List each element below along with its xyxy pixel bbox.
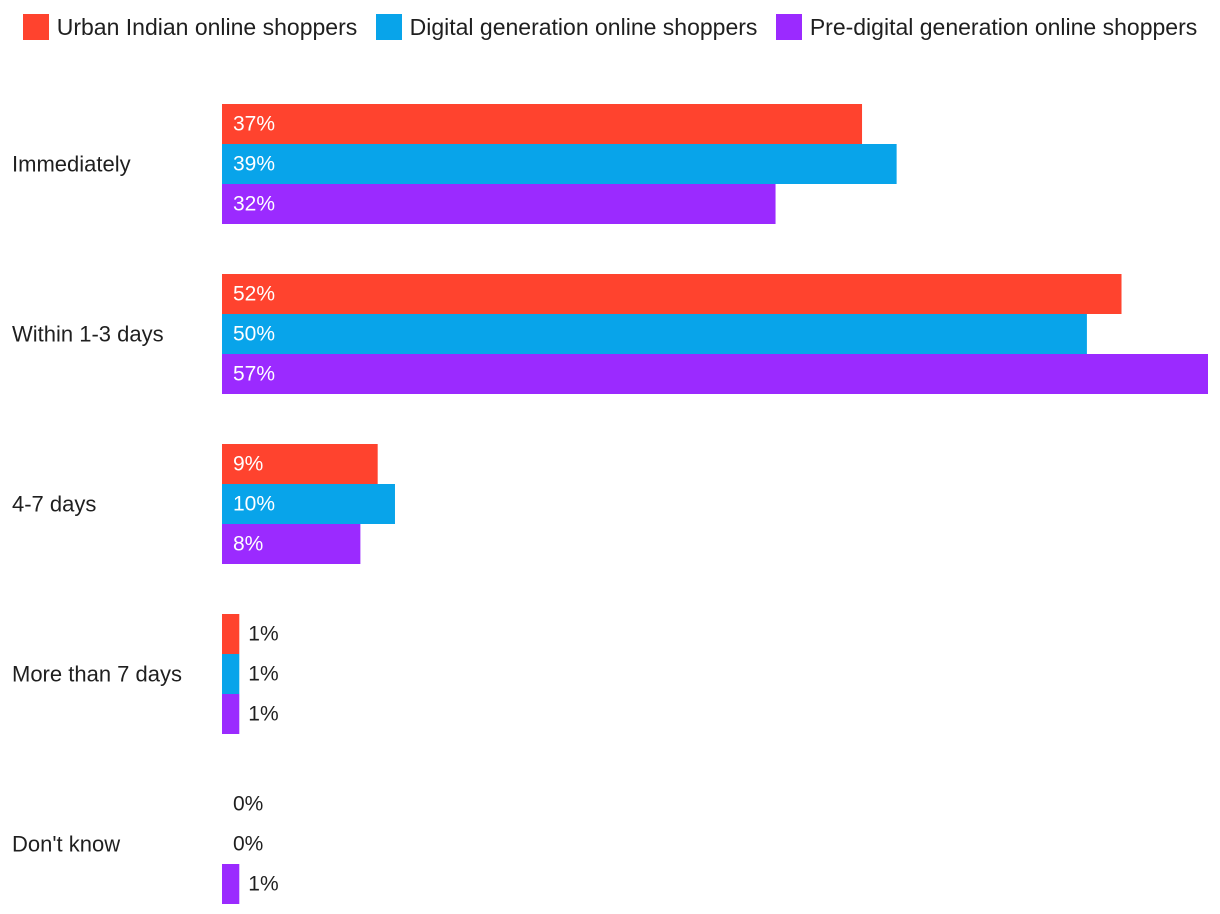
bar[interactable] — [222, 274, 1122, 314]
legend-swatch-pre-digital — [775, 14, 802, 40]
bar[interactable] — [222, 354, 1208, 394]
legend-item-pre-digital[interactable]: Pre-digital generation online shoppers — [775, 8, 1198, 46]
bar[interactable] — [222, 144, 897, 184]
data-label: 1% — [248, 703, 278, 726]
legend-swatch-digital — [375, 14, 402, 40]
data-label: 1% — [248, 623, 278, 646]
bar[interactable] — [222, 694, 240, 734]
category-label: Immediately — [12, 152, 131, 177]
bar[interactable] — [222, 864, 240, 904]
data-label: 52% — [233, 283, 275, 306]
legend-label-urban: Urban Indian online shoppers — [56, 14, 358, 40]
legend-label-digital: Digital generation online shoppers — [409, 14, 758, 40]
data-label: 32% — [233, 193, 275, 216]
legend-swatch-urban — [22, 14, 49, 40]
legend-item-urban[interactable]: Urban Indian online shoppers — [22, 8, 358, 46]
data-label: 57% — [233, 363, 275, 386]
data-label: 10% — [233, 493, 275, 516]
bar[interactable] — [222, 654, 240, 694]
data-label: 0% — [233, 833, 263, 856]
bar[interactable] — [222, 524, 361, 564]
data-label: 8% — [233, 533, 263, 556]
legend-label-pre-digital: Pre-digital generation online shoppers — [809, 14, 1198, 40]
data-label: 37% — [233, 113, 275, 136]
category-label: 4-7 days — [12, 492, 96, 517]
legend: Urban Indian online shoppers Digital gen… — [0, 8, 1220, 46]
category-label: Within 1-3 days — [12, 322, 164, 347]
bar[interactable] — [222, 314, 1087, 354]
data-label: 1% — [248, 873, 278, 896]
bar[interactable] — [222, 484, 395, 524]
category-label: Don't know — [12, 832, 120, 857]
bar[interactable] — [222, 614, 240, 654]
data-label: 0% — [233, 793, 263, 816]
bar[interactable] — [222, 104, 863, 144]
data-label: 1% — [248, 663, 278, 686]
data-label: 39% — [233, 153, 275, 176]
data-label: 50% — [233, 323, 275, 346]
legend-item-digital[interactable]: Digital generation online shoppers — [375, 8, 758, 46]
bar[interactable] — [222, 444, 378, 484]
category-label: More than 7 days — [12, 662, 182, 687]
data-label: 9% — [233, 453, 263, 476]
bar[interactable] — [222, 184, 776, 224]
